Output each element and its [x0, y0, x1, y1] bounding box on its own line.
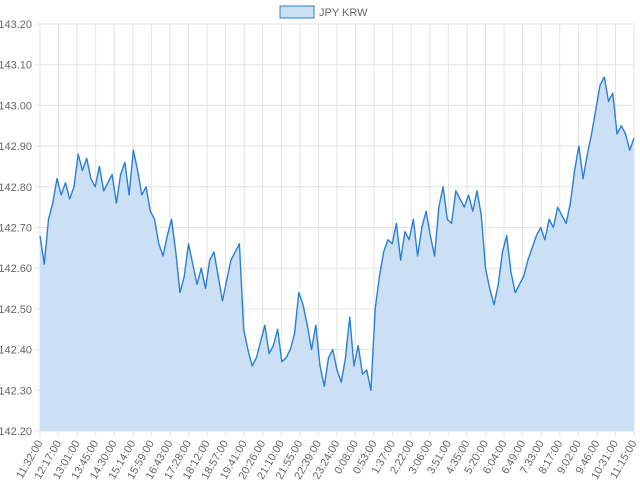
y-tick-label: 143.20 [0, 19, 32, 31]
y-tick-label: 142.40 [0, 345, 32, 357]
y-tick-label: 143.00 [0, 100, 32, 112]
y-tick-label: 143.10 [0, 60, 32, 72]
y-axis-labels: 143.20 143.10 143.00 142.90 142.80 142.70 142.… [0, 19, 32, 438]
area-fill [40, 76, 634, 431]
series-line [39, 76, 635, 391]
legend-label[interactable]: JPY KRW [319, 7, 368, 19]
x-axis-labels: 11:32:0012:17:0013:01:0013:45:0014:30:00… [14, 439, 639, 480]
y-tick-label: 142.30 [0, 385, 32, 397]
legend[interactable]: JPY KRW [279, 5, 368, 19]
y-tick-label: 142.70 [0, 223, 32, 235]
y-tick-label: 142.60 [0, 263, 32, 275]
y-tick-label: 142.80 [0, 182, 32, 194]
y-tick-label: 142.50 [0, 304, 32, 316]
y-tick-label: 142.90 [0, 141, 32, 153]
y-tick-label: 142.20 [0, 426, 32, 438]
legend-swatch[interactable] [279, 5, 315, 19]
